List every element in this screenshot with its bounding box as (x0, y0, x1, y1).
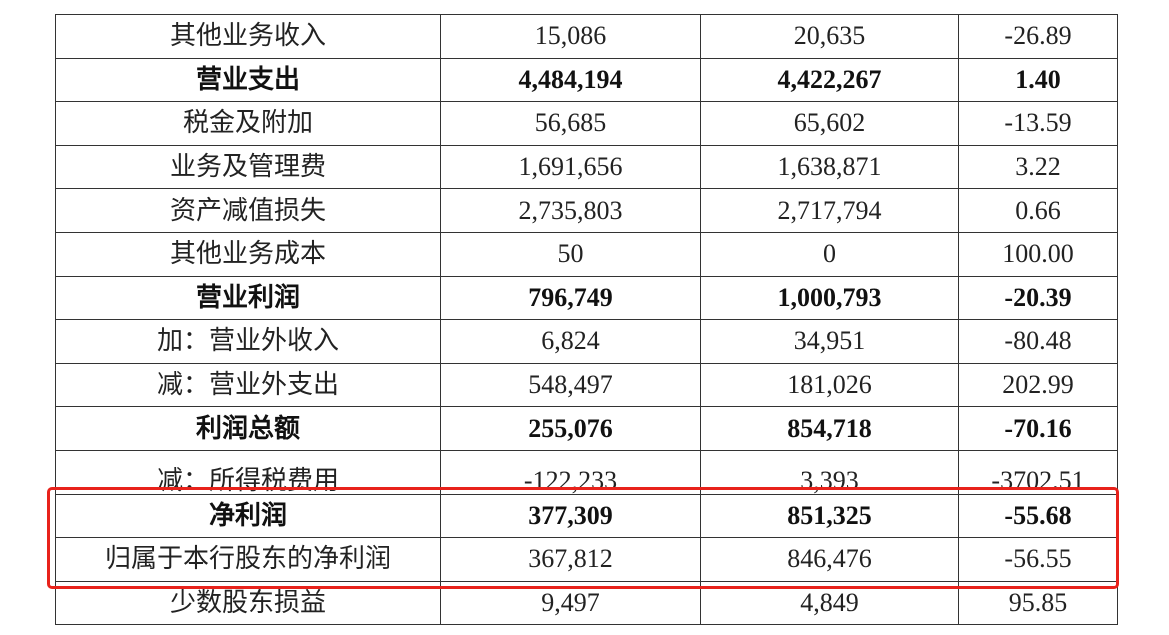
value-current: 4,484,194 (440, 57, 701, 103)
value-prior: 1,638,871 (700, 144, 959, 190)
value-prior: 2,717,794 (700, 188, 959, 233)
change-percent: 202.99 (958, 362, 1118, 408)
table-row: 资产减值损失 2,735,803 2,717,794 0.66 (55, 188, 1118, 233)
table-row: 其他业务成本 50 0 100.00 (55, 231, 1118, 277)
value-current: -122,233 (440, 449, 701, 495)
income-statement-table: 其他业务收入 15,086 20,635 -26.89 营业支出 4,484,194 4,4… (55, 14, 1118, 626)
change-percent: -70.16 (958, 406, 1118, 451)
change-percent: -13.59 (958, 101, 1118, 146)
table-row: 业务及管理费 1,691,656 1,638,871 3.22 (55, 144, 1118, 190)
change-percent: -80.48 (958, 319, 1118, 364)
value-prior: 20,635 (700, 14, 959, 59)
row-label: 归属于本行股东的净利润 (55, 537, 441, 582)
change-percent: 0.66 (958, 188, 1118, 233)
value-current: 9,497 (440, 580, 701, 626)
value-current: 377,309 (440, 493, 701, 539)
value-prior: 4,849 (700, 580, 959, 626)
value-prior: 854,718 (700, 406, 959, 451)
change-percent: -26.89 (958, 14, 1118, 59)
table-row: 净利润 377,309 851,325 -55.68 (55, 493, 1118, 539)
row-label: 利润总额 (55, 406, 441, 451)
change-percent: -3702.51 (958, 449, 1118, 495)
row-label: 业务及管理费 (55, 144, 441, 190)
value-prior: 181,026 (700, 362, 959, 408)
value-current: 255,076 (440, 406, 701, 451)
change-percent: -20.39 (958, 275, 1118, 321)
value-current: 2,735,803 (440, 188, 701, 233)
value-prior: 0 (700, 231, 959, 277)
table-row: 营业利润 796,749 1,000,793 -20.39 (55, 275, 1118, 321)
value-prior: 4,422,267 (700, 57, 959, 103)
table-body: 其他业务收入 15,086 20,635 -26.89 营业支出 4,484,194 4,4… (55, 14, 1118, 626)
value-current: 56,685 (440, 101, 701, 146)
value-prior: 1,000,793 (700, 275, 959, 321)
value-current: 548,497 (440, 362, 701, 408)
row-label: 其他业务收入 (55, 14, 441, 59)
table-row: 营业支出 4,484,194 4,422,267 1.40 (55, 57, 1118, 103)
table-row: 归属于本行股东的净利润 367,812 846,476 -56.55 (55, 537, 1118, 582)
row-label: 营业支出 (55, 57, 441, 103)
table-row: 减：所得税费用 -122,233 3,393 -3702.51 (55, 449, 1118, 495)
value-current: 50 (440, 231, 701, 277)
value-prior: 3,393 (700, 449, 959, 495)
change-percent: 3.22 (958, 144, 1118, 190)
change-percent: 95.85 (958, 580, 1118, 626)
value-prior: 65,602 (700, 101, 959, 146)
row-label: 减：营业外支出 (55, 362, 441, 408)
row-label: 其他业务成本 (55, 231, 441, 277)
table-row: 税金及附加 56,685 65,602 -13.59 (55, 101, 1118, 146)
change-percent: -55.68 (958, 493, 1118, 539)
value-prior: 851,325 (700, 493, 959, 539)
value-current: 367,812 (440, 537, 701, 582)
table-row: 少数股东损益 9,497 4,849 95.85 (55, 580, 1118, 626)
table-row: 利润总额 255,076 854,718 -70.16 (55, 406, 1118, 451)
value-current: 796,749 (440, 275, 701, 321)
table-row: 减：营业外支出 548,497 181,026 202.99 (55, 362, 1118, 408)
change-percent: 100.00 (958, 231, 1118, 277)
table-row: 加：营业外收入 6,824 34,951 -80.48 (55, 319, 1118, 364)
change-percent: -56.55 (958, 537, 1118, 582)
value-current: 15,086 (440, 14, 701, 59)
row-label: 税金及附加 (55, 101, 441, 146)
row-label: 净利润 (55, 493, 441, 539)
value-prior: 34,951 (700, 319, 959, 364)
row-label: 营业利润 (55, 275, 441, 321)
row-label: 减：所得税费用 (55, 449, 441, 495)
change-percent: 1.40 (958, 57, 1118, 103)
value-current: 6,824 (440, 319, 701, 364)
value-current: 1,691,656 (440, 144, 701, 190)
row-label: 少数股东损益 (55, 580, 441, 626)
row-label: 加：营业外收入 (55, 319, 441, 364)
table-row: 其他业务收入 15,086 20,635 -26.89 (55, 14, 1118, 59)
row-label: 资产减值损失 (55, 188, 441, 233)
value-prior: 846,476 (700, 537, 959, 582)
